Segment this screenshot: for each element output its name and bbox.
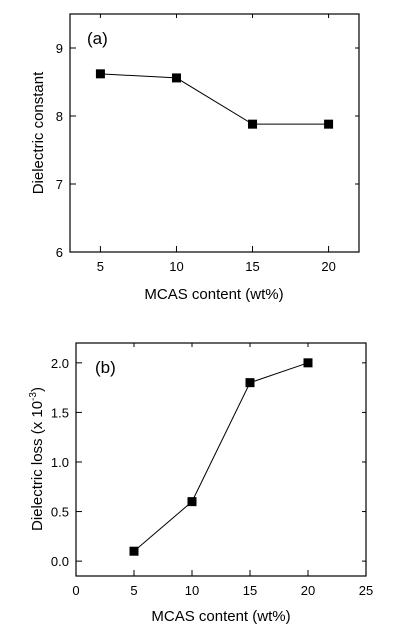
y-tick-label-a-2: 8 [56, 109, 63, 124]
data-point-b-0 [129, 546, 139, 556]
data-point-a-0 [95, 69, 105, 79]
x-tick-label-b-4: 20 [301, 583, 315, 598]
x-tick-label-a-0: 5 [97, 259, 104, 274]
y-axis-title-a: Dielectric constant [30, 71, 47, 194]
data-point-a-2 [248, 119, 258, 129]
x-ticks-b: 0 5 10 15 20 25 [72, 343, 373, 598]
series-line-a-0 [100, 73, 329, 125]
x-tick-label-a-1: 10 [169, 259, 183, 274]
y-ticks-b: 0.0 0.5 1.0 1.5 2.0 [51, 356, 366, 569]
panel-label-a: (a) [87, 29, 108, 48]
y-tick-label-b-4: 2.0 [51, 356, 69, 371]
plot-frame-b [75, 342, 367, 577]
chart-panel-a: (a) 5 10 15 20 6 7 8 9 MCAS content (wt%) Diel… [30, 13, 360, 303]
y-tick-label-b-1: 0.5 [51, 505, 69, 520]
y-axis-title-b-main: Dielectric loss (x 10 [29, 401, 46, 531]
panel-label-b: (b) [95, 358, 116, 377]
y-tick-label-b-3: 1.5 [51, 405, 69, 420]
y-tick-label-a-3: 9 [56, 41, 63, 56]
y-tick-label-b-2: 1.0 [51, 455, 69, 470]
y-axis-title-b: Dielectric loss (x 10-3) [28, 387, 46, 531]
y-axis-title-b-exponent: -3 [28, 392, 39, 401]
series-line-b-0 [133, 362, 309, 552]
x-tick-label-b-5: 25 [359, 583, 373, 598]
x-tick-label-b-0: 0 [72, 583, 79, 598]
x-tick-label-a-3: 20 [321, 259, 335, 274]
x-axis-title-a: MCAS content (wt%) [144, 286, 283, 303]
data-point-b-1 [187, 497, 197, 507]
y-tick-label-a-1: 7 [56, 177, 63, 192]
x-axis-title-b: MCAS content (wt%) [151, 608, 290, 625]
y-tick-label-a-0: 6 [56, 245, 63, 260]
data-point-a-1 [171, 73, 181, 83]
y-ticks-a: 6 7 8 9 [56, 41, 359, 260]
chart-panel-b: (b) 0 5 10 15 20 25 0.0 0.5 1.0 1.5 2.0 MCAS cont… [28, 342, 373, 625]
x-tick-label-b-3: 15 [243, 583, 257, 598]
data-point-b-3 [303, 358, 313, 368]
y-axis-title-b-close: ) [29, 387, 46, 392]
x-tick-label-b-1: 5 [130, 583, 137, 598]
x-tick-label-a-2: 15 [245, 259, 259, 274]
series-b [129, 358, 313, 556]
series-a [95, 69, 334, 129]
data-point-b-2 [245, 378, 255, 388]
data-point-a-3 [324, 119, 334, 129]
plot-frame-a [69, 13, 360, 253]
y-tick-label-b-0: 0.0 [51, 554, 69, 569]
x-ticks-a: 5 10 15 20 [97, 14, 336, 274]
x-tick-label-b-2: 10 [185, 583, 199, 598]
